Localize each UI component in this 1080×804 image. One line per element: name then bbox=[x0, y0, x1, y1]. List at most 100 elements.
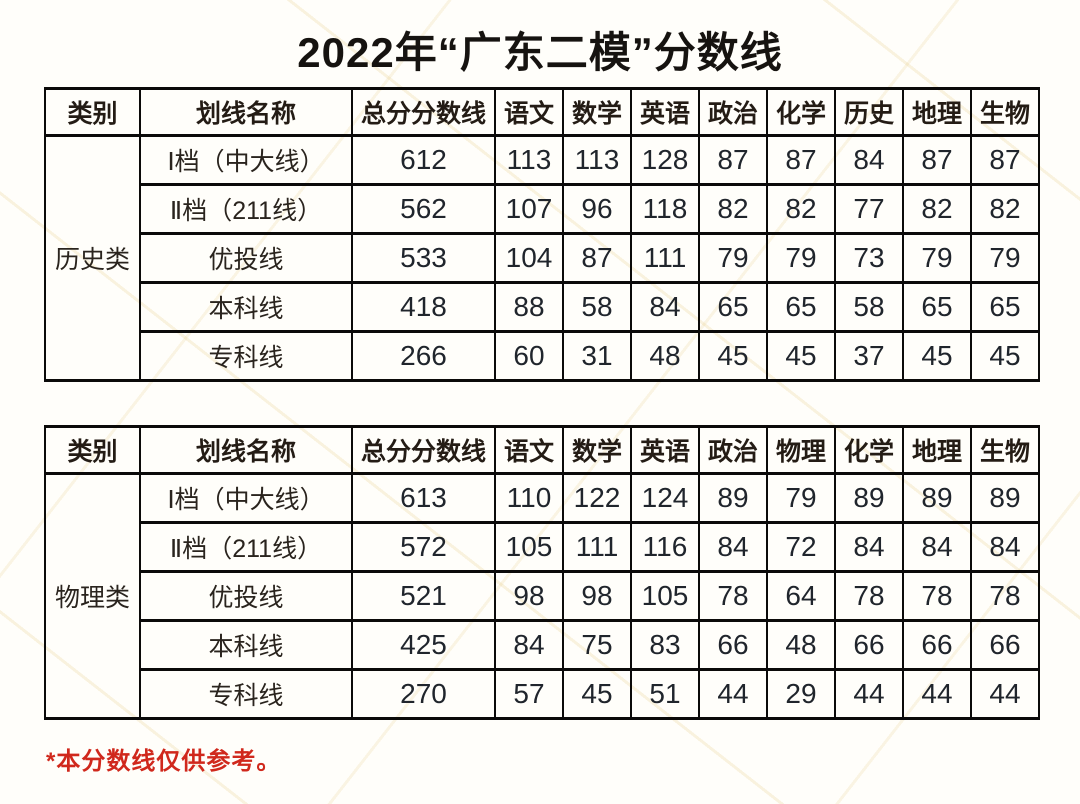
column-header: 政治 bbox=[698, 424, 768, 475]
table-row: Ⅱ档（211线） 562 107 96 118 82 82 77 82 82 bbox=[45, 182, 1040, 235]
subject-score-cell: 79 bbox=[970, 231, 1040, 284]
subject-score-cell: 87 bbox=[698, 133, 768, 186]
subject-score-cell: 45 bbox=[766, 329, 836, 382]
subject-score-cell: 79 bbox=[698, 231, 768, 284]
subject-score-cell: 105 bbox=[494, 520, 564, 573]
total-score-cell: 521 bbox=[351, 569, 496, 622]
subject-score-cell: 124 bbox=[630, 471, 700, 524]
subject-score-cell: 87 bbox=[902, 133, 972, 186]
subject-score-cell: 64 bbox=[766, 569, 836, 622]
table-row: 物理类 Ⅰ档（中大线） 613 110 122 124 89 79 89 89 89 bbox=[44, 471, 1040, 720]
subject-score-cell: 83 bbox=[630, 618, 700, 671]
subject-score-cell: 31 bbox=[562, 329, 632, 382]
column-header: 数学 bbox=[562, 86, 632, 137]
column-header: 英语 bbox=[630, 424, 700, 475]
table-row: 本科线 425 84 75 83 66 48 66 66 66 bbox=[45, 618, 1040, 671]
subject-score-cell: 79 bbox=[766, 471, 836, 524]
subject-score-cell: 122 bbox=[562, 471, 632, 524]
column-header: 语文 bbox=[494, 86, 564, 137]
subject-score-cell: 84 bbox=[834, 133, 904, 186]
subject-score-cell: 110 bbox=[494, 471, 564, 524]
subject-score-cell: 82 bbox=[902, 182, 972, 235]
column-header: 物理 bbox=[766, 424, 836, 475]
line-name-cell: Ⅱ档（211线） bbox=[139, 182, 353, 235]
column-header: 地理 bbox=[902, 424, 972, 475]
total-score-cell: 418 bbox=[351, 280, 496, 333]
subject-score-cell: 89 bbox=[698, 471, 768, 524]
total-score-cell: 425 bbox=[351, 618, 496, 671]
table-row: 专科线 266 60 31 48 45 45 37 45 45 bbox=[45, 329, 1040, 382]
subject-score-cell: 48 bbox=[630, 329, 700, 382]
category-cell: 历史类 bbox=[44, 133, 141, 382]
subject-score-cell: 78 bbox=[902, 569, 972, 622]
column-header: 地理 bbox=[902, 86, 972, 137]
line-name-cell: 专科线 bbox=[139, 667, 353, 720]
column-header: 数学 bbox=[562, 424, 632, 475]
subject-score-cell: 84 bbox=[494, 618, 564, 671]
table-row: 本科线 418 88 58 84 65 65 58 65 65 bbox=[45, 280, 1040, 333]
subject-score-cell: 84 bbox=[902, 520, 972, 573]
subject-score-cell: 48 bbox=[766, 618, 836, 671]
reference-footnote: *本分数线仅供参考。 bbox=[46, 747, 282, 775]
subject-score-cell: 111 bbox=[562, 520, 632, 573]
subject-score-cell: 77 bbox=[834, 182, 904, 235]
line-name-cell: Ⅰ档（中大线） bbox=[139, 133, 353, 186]
subject-score-cell: 87 bbox=[766, 133, 836, 186]
column-header: 总分分数线 bbox=[351, 86, 496, 137]
category-cell: 物理类 bbox=[44, 471, 141, 720]
subject-score-cell: 78 bbox=[970, 569, 1040, 622]
column-header: 政治 bbox=[698, 86, 768, 137]
subject-score-cell: 37 bbox=[834, 329, 904, 382]
subject-score-cell: 118 bbox=[630, 182, 700, 235]
header-row: 类别 划线名称 总分分数线 语文 数学 英语 政治 化学 历史 地理 生物 bbox=[44, 86, 1040, 137]
subject-score-cell: 82 bbox=[766, 182, 836, 235]
history-score-table: 类别 划线名称 总分分数线 语文 数学 英语 政治 化学 历史 地理 生物 历史类 Ⅰ档（中大线） 61… bbox=[44, 86, 1040, 382]
subject-score-cell: 128 bbox=[630, 133, 700, 186]
table-row: 专科线 270 57 45 51 44 29 44 44 44 bbox=[45, 667, 1040, 720]
line-name-cell: Ⅱ档（211线） bbox=[139, 520, 353, 573]
subject-score-cell: 98 bbox=[494, 569, 564, 622]
tables-container: 类别 划线名称 总分分数线 语文 数学 英语 政治 化学 历史 地理 生物 历史类 Ⅰ档（中大线） 61… bbox=[44, 86, 1040, 720]
subject-score-cell: 66 bbox=[698, 618, 768, 671]
column-header: 历史 bbox=[834, 86, 904, 137]
column-header: 总分分数线 bbox=[351, 424, 496, 475]
line-name-cell: 本科线 bbox=[139, 618, 353, 671]
subject-score-cell: 65 bbox=[698, 280, 768, 333]
subject-score-cell: 111 bbox=[630, 231, 700, 284]
page-title: 2022年“广东二模”分数线 bbox=[297, 29, 783, 76]
subject-score-cell: 84 bbox=[970, 520, 1040, 573]
total-score-cell: 562 bbox=[351, 182, 496, 235]
line-name-cell: Ⅰ档（中大线） bbox=[139, 471, 353, 524]
subject-score-cell: 89 bbox=[970, 471, 1040, 524]
subject-score-cell: 82 bbox=[970, 182, 1040, 235]
subject-score-cell: 113 bbox=[562, 133, 632, 186]
subject-score-cell: 44 bbox=[970, 667, 1040, 720]
subject-score-cell: 107 bbox=[494, 182, 564, 235]
column-header: 类别 bbox=[44, 424, 141, 475]
subject-score-cell: 58 bbox=[834, 280, 904, 333]
total-score-cell: 533 bbox=[351, 231, 496, 284]
line-name-cell: 优投线 bbox=[139, 569, 353, 622]
column-header: 语文 bbox=[494, 424, 564, 475]
subject-score-cell: 84 bbox=[698, 520, 768, 573]
subject-score-cell: 84 bbox=[834, 520, 904, 573]
subject-score-cell: 89 bbox=[834, 471, 904, 524]
line-name-cell: 专科线 bbox=[139, 329, 353, 382]
subject-score-cell: 60 bbox=[494, 329, 564, 382]
physics-score-table: 类别 划线名称 总分分数线 语文 数学 英语 政治 物理 化学 地理 生物 物理类 Ⅰ档（中大线） 61… bbox=[44, 424, 1040, 720]
subject-score-cell: 79 bbox=[902, 231, 972, 284]
table-row: 优投线 533 104 87 111 79 79 73 79 79 bbox=[45, 231, 1040, 284]
subject-score-cell: 105 bbox=[630, 569, 700, 622]
subject-score-cell: 87 bbox=[970, 133, 1040, 186]
subject-score-cell: 45 bbox=[698, 329, 768, 382]
subject-score-cell: 78 bbox=[698, 569, 768, 622]
subject-score-cell: 75 bbox=[562, 618, 632, 671]
line-name-cell: 本科线 bbox=[139, 280, 353, 333]
total-score-cell: 613 bbox=[351, 471, 496, 524]
subject-score-cell: 58 bbox=[562, 280, 632, 333]
subject-score-cell: 44 bbox=[902, 667, 972, 720]
column-header: 英语 bbox=[630, 86, 700, 137]
subject-score-cell: 98 bbox=[562, 569, 632, 622]
total-score-cell: 270 bbox=[351, 667, 496, 720]
subject-score-cell: 45 bbox=[902, 329, 972, 382]
